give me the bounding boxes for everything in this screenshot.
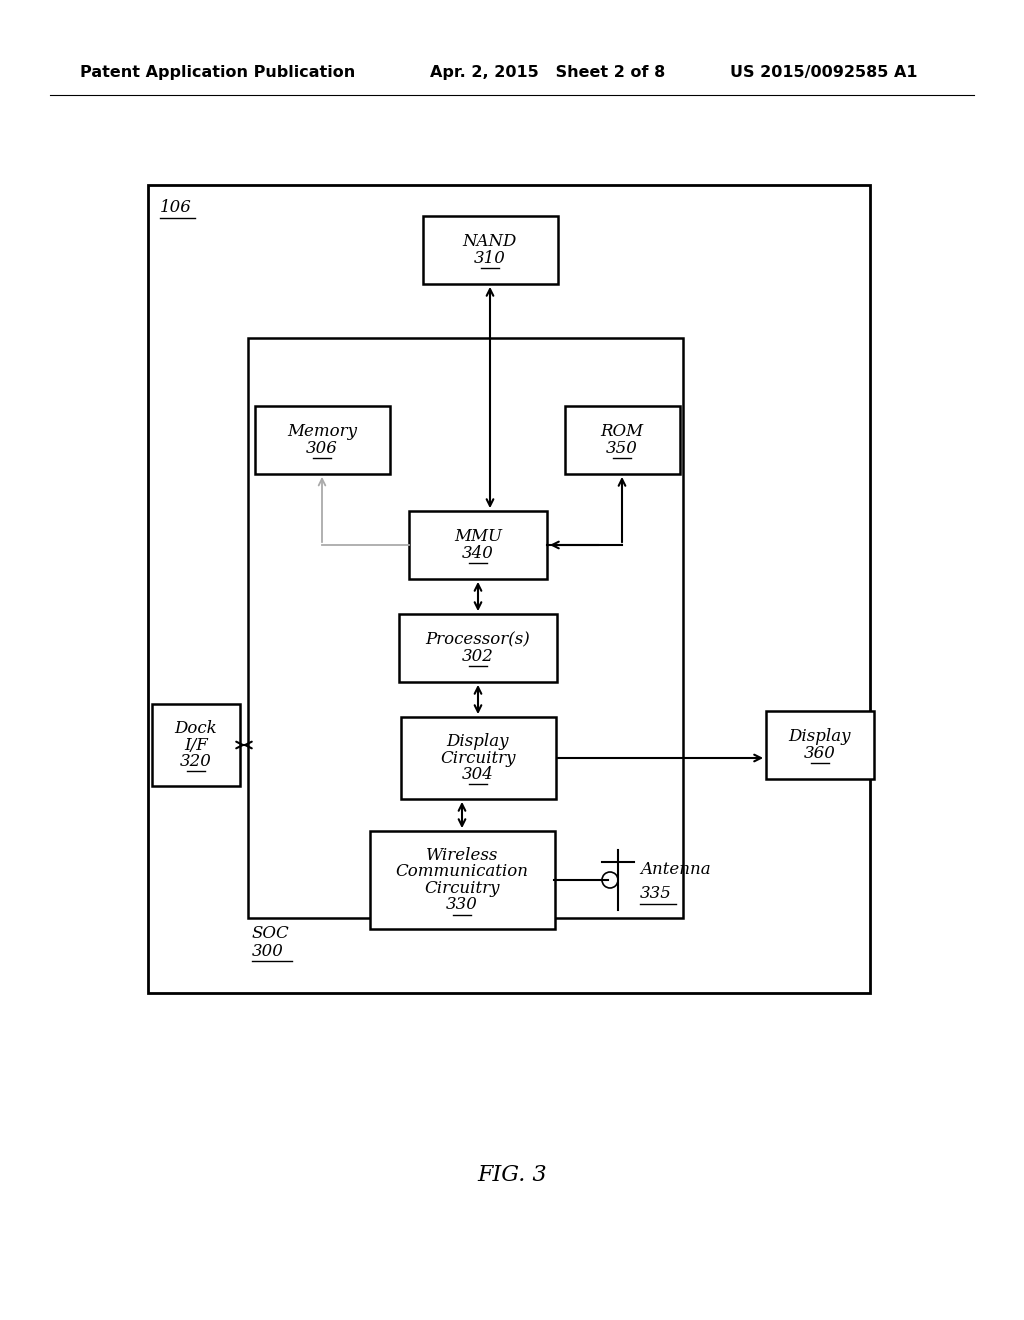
Bar (401, 717, 556, 799)
Bar (399, 614, 557, 682)
Bar (423, 216, 558, 284)
Bar (152, 704, 240, 785)
Text: ROM: ROM (600, 424, 643, 441)
Text: 300: 300 (252, 944, 284, 961)
Text: NAND: NAND (463, 234, 517, 251)
Text: 335: 335 (640, 886, 672, 903)
Text: 320: 320 (180, 752, 212, 770)
Text: Processor(s): Processor(s) (426, 631, 530, 648)
Text: 340: 340 (462, 545, 494, 561)
Bar (766, 711, 874, 779)
Text: 106: 106 (160, 198, 191, 215)
Text: Circuitry: Circuitry (424, 879, 500, 896)
Text: Display: Display (788, 729, 851, 746)
Text: Wireless: Wireless (426, 847, 499, 865)
Text: Patent Application Publication: Patent Application Publication (80, 65, 355, 79)
Text: 304: 304 (462, 766, 494, 783)
Bar (148, 185, 870, 993)
Text: Display: Display (446, 734, 509, 750)
Text: I/F: I/F (184, 737, 208, 754)
Text: 350: 350 (606, 440, 638, 457)
Text: Apr. 2, 2015   Sheet 2 of 8: Apr. 2, 2015 Sheet 2 of 8 (430, 65, 666, 79)
Bar (409, 511, 547, 579)
Text: Memory: Memory (287, 424, 357, 441)
Text: SOC: SOC (252, 925, 290, 942)
Bar (255, 407, 390, 474)
Text: Antenna: Antenna (640, 862, 711, 879)
Text: 302: 302 (462, 648, 494, 664)
Text: Dock: Dock (175, 721, 217, 738)
Text: Circuitry: Circuitry (440, 750, 516, 767)
Text: 330: 330 (446, 896, 478, 913)
Bar (370, 832, 555, 929)
Bar (248, 338, 683, 917)
Text: 310: 310 (474, 249, 506, 267)
Bar (565, 407, 680, 474)
Text: FIG. 3: FIG. 3 (477, 1164, 547, 1185)
Text: MMU: MMU (454, 528, 502, 545)
Circle shape (602, 873, 618, 888)
Text: 360: 360 (804, 744, 836, 762)
Text: 306: 306 (306, 440, 338, 457)
Text: Communication: Communication (395, 863, 528, 880)
Text: US 2015/0092585 A1: US 2015/0092585 A1 (730, 65, 918, 79)
